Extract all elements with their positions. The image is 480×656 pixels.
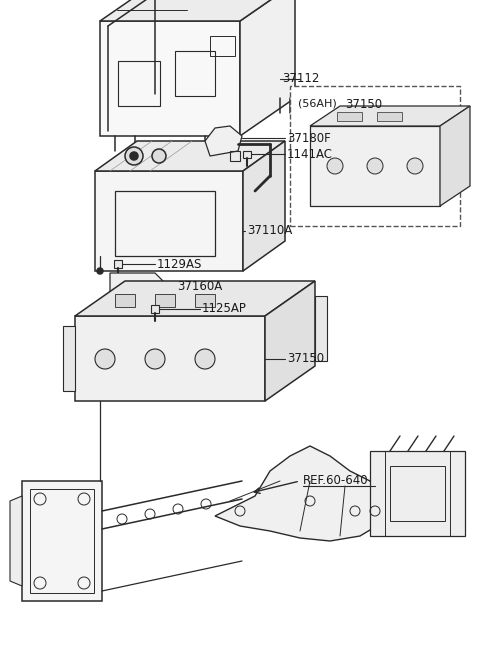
Polygon shape	[114, 260, 122, 268]
Polygon shape	[310, 106, 470, 126]
Circle shape	[130, 152, 138, 160]
Text: 37180F: 37180F	[287, 131, 331, 144]
Polygon shape	[243, 151, 251, 158]
Polygon shape	[100, 0, 295, 21]
Polygon shape	[110, 273, 165, 301]
Text: 1125AP: 1125AP	[202, 302, 247, 316]
Polygon shape	[240, 0, 295, 136]
Polygon shape	[100, 21, 240, 136]
Polygon shape	[63, 326, 75, 391]
Circle shape	[367, 158, 383, 174]
Text: 37150: 37150	[345, 98, 382, 111]
Circle shape	[195, 349, 215, 369]
Text: 37160A: 37160A	[177, 281, 222, 293]
Polygon shape	[75, 316, 265, 401]
Polygon shape	[315, 296, 327, 361]
Circle shape	[327, 158, 343, 174]
Circle shape	[152, 149, 166, 163]
Circle shape	[407, 158, 423, 174]
Text: 37112: 37112	[282, 72, 319, 85]
Polygon shape	[215, 446, 385, 541]
Text: REF.60-640: REF.60-640	[303, 474, 369, 487]
Text: 1141AC: 1141AC	[287, 148, 333, 161]
Polygon shape	[265, 281, 315, 401]
Polygon shape	[337, 112, 362, 121]
Polygon shape	[205, 126, 242, 156]
Polygon shape	[195, 294, 215, 307]
Bar	[290, 86, 460, 226]
Text: 37110A: 37110A	[247, 224, 292, 237]
Circle shape	[125, 147, 143, 165]
Text: 1129AS: 1129AS	[157, 258, 203, 270]
Polygon shape	[115, 294, 135, 307]
Polygon shape	[155, 294, 175, 307]
Polygon shape	[75, 281, 315, 316]
Polygon shape	[22, 481, 102, 601]
Polygon shape	[151, 305, 159, 313]
Polygon shape	[243, 141, 285, 271]
Circle shape	[145, 349, 165, 369]
Polygon shape	[370, 451, 465, 536]
Polygon shape	[310, 126, 440, 206]
Polygon shape	[95, 171, 243, 271]
Polygon shape	[10, 496, 22, 586]
Circle shape	[95, 349, 115, 369]
Text: 37150: 37150	[287, 352, 324, 365]
Polygon shape	[440, 106, 470, 206]
Polygon shape	[377, 112, 402, 121]
Polygon shape	[95, 141, 285, 171]
Circle shape	[97, 268, 103, 274]
Text: (56AH): (56AH)	[298, 98, 337, 108]
